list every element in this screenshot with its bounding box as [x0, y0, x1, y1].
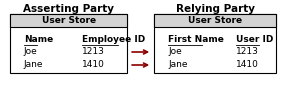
Text: 1213: 1213: [235, 47, 258, 56]
Text: 1410: 1410: [235, 60, 258, 69]
FancyBboxPatch shape: [154, 14, 276, 27]
Text: User Store: User Store: [188, 16, 242, 25]
Text: Employee ID: Employee ID: [82, 35, 145, 44]
Text: Joe: Joe: [24, 47, 38, 56]
FancyBboxPatch shape: [10, 14, 127, 27]
Text: 1213: 1213: [82, 47, 104, 56]
Text: User ID: User ID: [235, 35, 273, 44]
Text: First Name: First Name: [168, 35, 224, 44]
FancyBboxPatch shape: [154, 14, 276, 73]
FancyBboxPatch shape: [10, 14, 127, 73]
Text: Relying Party: Relying Party: [176, 4, 255, 14]
Text: Jane: Jane: [168, 60, 187, 69]
Text: Jane: Jane: [24, 60, 43, 69]
Text: User Store: User Store: [42, 16, 96, 25]
Text: Name: Name: [24, 35, 53, 44]
Text: Joe: Joe: [168, 47, 182, 56]
Text: 1410: 1410: [82, 60, 104, 69]
Text: Asserting Party: Asserting Party: [23, 4, 114, 14]
